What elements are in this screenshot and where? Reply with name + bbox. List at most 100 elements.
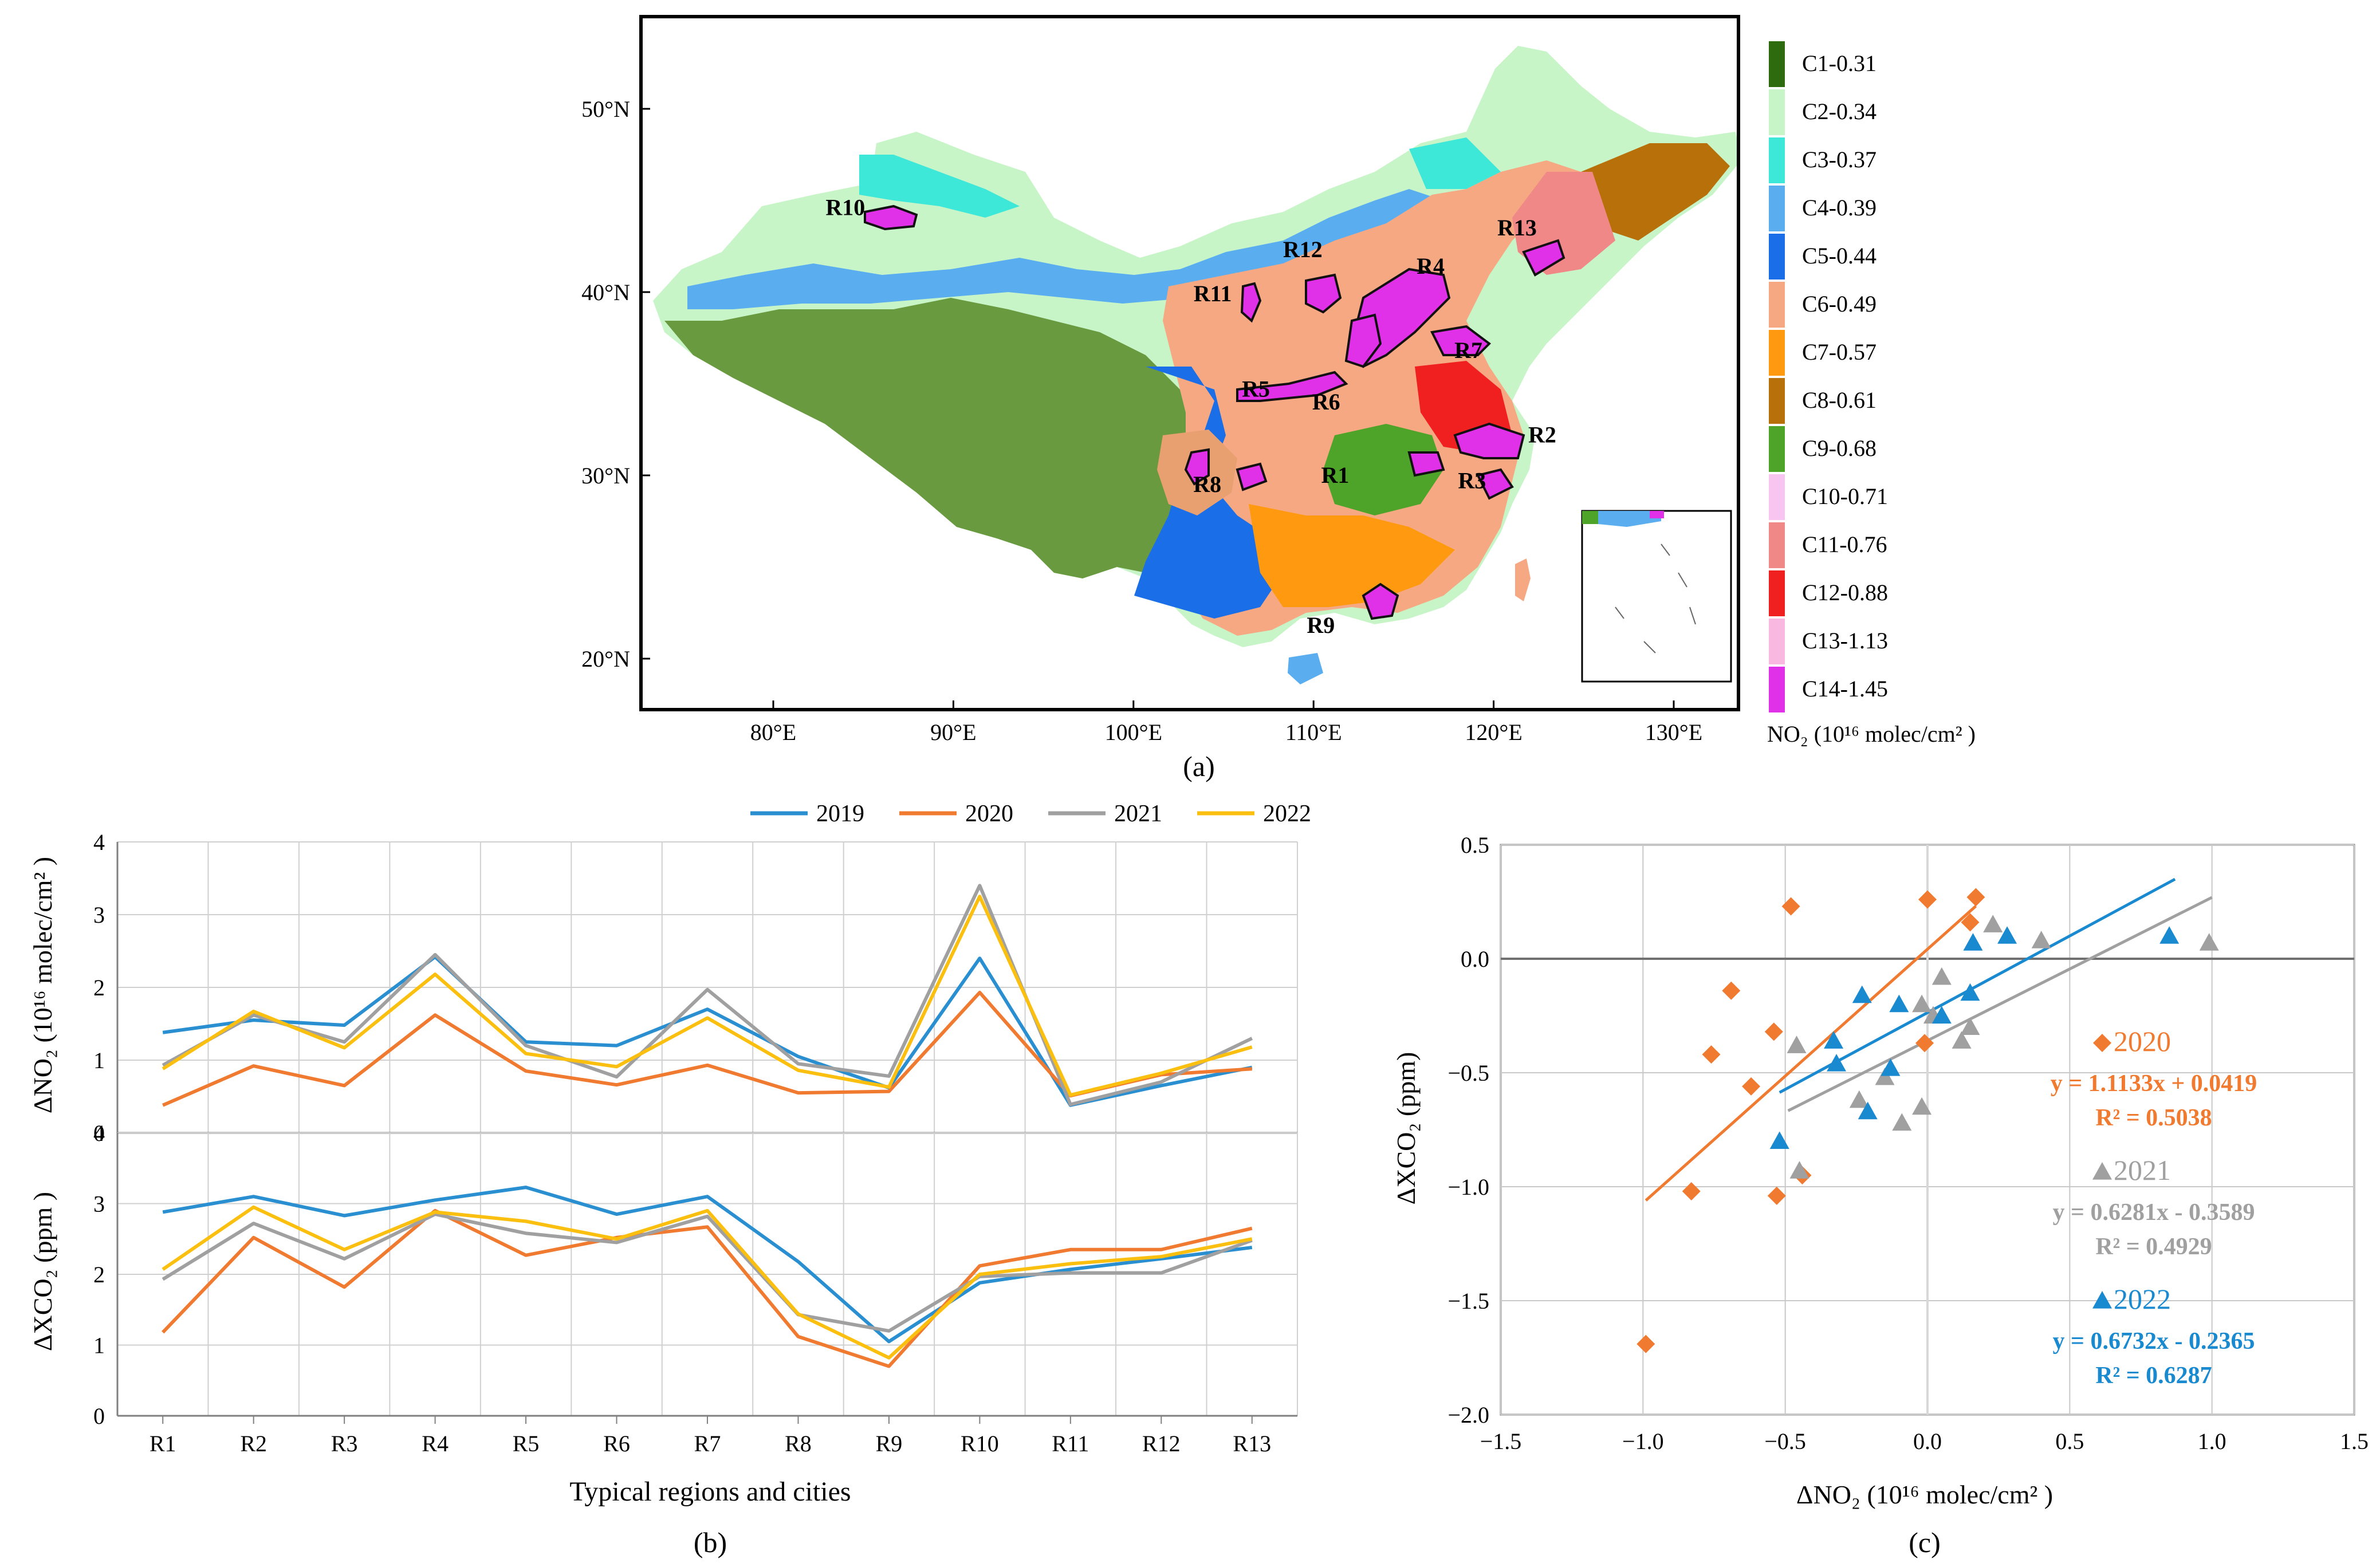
legend-swatch [1769, 330, 1785, 376]
legend-swatch [1769, 137, 1785, 183]
fit-line-2022 [1779, 877, 2176, 1094]
point-2020 [1702, 1045, 1721, 1064]
region-label-r13: R13 [1497, 215, 1537, 241]
south-china-sea-inset [1581, 510, 1732, 683]
xtick-label: R10 [961, 1431, 999, 1456]
point-2021 [2199, 933, 2219, 951]
legend-label: C13-1.13 [1802, 628, 1888, 653]
ytick-label: 0.0 [1461, 946, 1489, 972]
legend-label: 2022 [1263, 801, 1311, 827]
legend-label: C14-1.45 [1802, 676, 1888, 702]
lon-tick-label: 90°E [930, 719, 976, 745]
region-label-r9: R9 [1307, 612, 1335, 638]
point-2022 [1963, 933, 1983, 951]
xtick-label: 0.0 [1913, 1428, 1942, 1454]
point-2021 [1789, 1161, 1809, 1179]
legend-swatch [1769, 522, 1785, 568]
scatter-ylabel: ΔXCO₂ (ppm) [1391, 1052, 1421, 1205]
map-panel: 50°N 40°N 30°N 20°N 80°E 90°E 100°E 110°E 120°E… [581, 15, 1976, 782]
map-legend-title: NO₂ (10¹⁶ molec/cm² ) [1767, 721, 1976, 747]
legend-label: C12-0.88 [1802, 580, 1888, 605]
legend-swatch [1769, 426, 1785, 472]
point-2020 [1767, 1186, 1786, 1205]
legend-swatch [1769, 474, 1785, 520]
xtick-label: R3 [331, 1431, 358, 1456]
point-2020 [1742, 1077, 1761, 1096]
point-2020 [1781, 897, 1800, 916]
ytick-label: 1 [93, 1333, 105, 1359]
map-region-labels: R1 R2 R3 R4 R5 R6 R7 R8 R9 R10 R11 R12 R13 [825, 195, 1556, 639]
legend-marker-2020 [2093, 1034, 2111, 1052]
region-label-r11: R11 [1194, 281, 1232, 306]
legend-marker-2021 [2092, 1162, 2112, 1180]
ytick-label: −1.0 [1447, 1174, 1489, 1200]
ytick-label: 3 [93, 902, 105, 928]
scatter-xlabel: ΔNO₂ (10¹⁶ molec/cm² ) [1796, 1480, 2053, 1509]
map-legend: C1-0.31 C2-0.34 C3-0.37 C4-0.39 C5-0.44 C6-0.… [1769, 41, 1888, 712]
series-line-2020 [162, 1208, 1253, 1368]
legend-swatch [1769, 378, 1785, 424]
series-line-2019 [162, 1186, 1253, 1344]
point-2020 [1918, 890, 1937, 909]
legend-equation: y = 0.6281x - 0.3589 [2053, 1199, 2255, 1226]
xtick-label: R11 [1052, 1431, 1089, 1456]
region-label-r4: R4 [1417, 253, 1445, 279]
xtick-label: R7 [694, 1431, 721, 1456]
legend-label: C3-0.37 [1802, 147, 1877, 172]
xtick-label: −1.5 [1480, 1428, 1522, 1454]
region-label-r8: R8 [1193, 471, 1221, 497]
legend-equation: y = 0.6732x - 0.2365 [2053, 1328, 2255, 1355]
xtick-label: −1.0 [1622, 1428, 1664, 1454]
xtick-label: R2 [240, 1431, 267, 1456]
legend-label: 2021 [1114, 801, 1162, 827]
ytick-label: 4 [93, 829, 105, 855]
legend-swatch [1769, 570, 1785, 616]
point-2020 [1966, 888, 1985, 907]
legend-swatch [1769, 186, 1785, 231]
point-2020 [1915, 1034, 1934, 1053]
xtick-label: R8 [785, 1431, 812, 1456]
region-label-r3: R3 [1458, 467, 1486, 493]
point-2020 [1961, 913, 1980, 932]
line-legend: 2019 2020 2021 2022 [750, 801, 1311, 827]
legend-year-2022: 2022 [2114, 1283, 2171, 1315]
point-2020 [1682, 1182, 1701, 1200]
region-west-plateau [664, 298, 1191, 578]
point-2021 [1787, 1036, 1807, 1053]
caption-a: (a) [1183, 750, 1215, 782]
region-north-cyan [859, 137, 1501, 218]
line-bottom-ylabel: ΔXCO₂ (ppm ) [28, 1192, 57, 1351]
ytick-label: 0.5 [1461, 832, 1489, 858]
xtick-label: R13 [1233, 1431, 1271, 1456]
ytick-label: −2.0 [1447, 1402, 1489, 1428]
series-line-2022 [162, 1205, 1253, 1360]
region-label-r5: R5 [1242, 376, 1270, 401]
legend-label: 2020 [965, 801, 1013, 827]
legend-r2: R² = 0.6287 [2095, 1363, 2212, 1389]
xtick-label: R9 [876, 1431, 903, 1456]
point-2021 [1952, 1031, 1972, 1049]
legend-r2: R² = 0.5038 [2095, 1105, 2212, 1131]
xtick-label: 1.5 [2340, 1428, 2369, 1454]
ytick-label: 1 [93, 1048, 105, 1073]
lon-tick-label: 110°E [1285, 719, 1342, 745]
point-2021 [1912, 994, 1932, 1013]
line-chart-no2: 0 1 2 3 4 [93, 829, 1298, 1146]
xtick-label: 0.5 [2055, 1428, 2084, 1454]
legend-label: C11-0.76 [1802, 531, 1887, 557]
point-2022 [2159, 926, 2180, 944]
caption-b: (b) [694, 1526, 727, 1558]
caption-c: (c) [1909, 1526, 1941, 1558]
legend-swatch [1769, 41, 1785, 87]
legend-marker-2022 [2092, 1291, 2112, 1309]
region-central-c9 [1323, 424, 1443, 515]
region-label-r7: R7 [1454, 337, 1482, 363]
scatter-panel: −1.5 −1.0 −0.5 0.0 0.5 1.0 1.5 0.5 0.0 −0.5 −1.0 −1… [1391, 832, 2369, 1558]
xtick-label: R5 [513, 1431, 540, 1456]
lat-tick-label: 30°N [581, 463, 630, 489]
region-label-r1: R1 [1321, 462, 1349, 488]
lat-tick-label: 50°N [581, 96, 630, 122]
legend-label: C7-0.57 [1802, 339, 1877, 365]
hainan [1288, 653, 1323, 684]
